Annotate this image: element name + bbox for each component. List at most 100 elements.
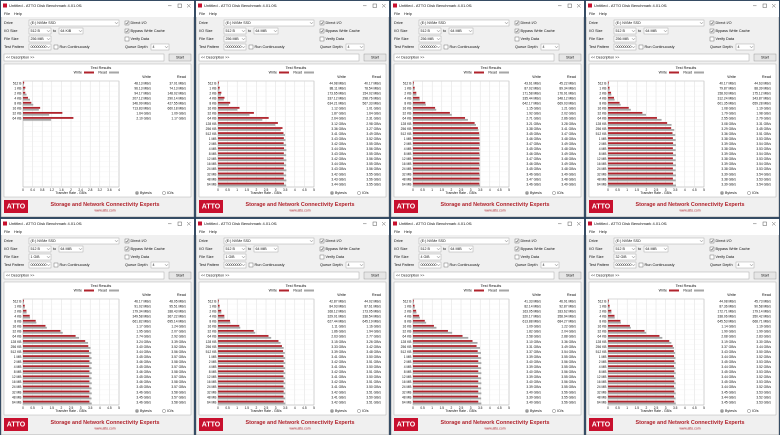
start-label[interactable]: Start [566,56,575,60]
menu-item[interactable]: Help [599,12,607,16]
run-continuously-box[interactable] [443,262,449,268]
queue-depth-select-box[interactable] [345,43,365,51]
menu-item[interactable]: File [589,230,595,234]
io-radio-label[interactable]: IO/s [752,409,759,413]
start-button[interactable] [753,271,777,280]
io-radio-label[interactable]: IO/s [752,191,759,195]
start-label[interactable]: Start [761,56,770,60]
direct-io[interactable]: Direct I/O [124,238,147,244]
run-continuously-box[interactable] [53,44,59,50]
maximize-button[interactable] [567,221,572,226]
description-text[interactable]: << Description >> [591,274,619,278]
start-button[interactable] [363,53,387,62]
bypass-write-cache[interactable]: Bypass Write Cache [124,28,165,33]
drive-select-box[interactable] [223,237,315,245]
direct-io-box[interactable] [514,238,520,244]
io-to-select[interactable]: 64 MiB [448,245,474,253]
close-button[interactable] [381,3,386,8]
description-box[interactable] [588,53,750,62]
bypass-write-cache-box[interactable] [709,246,715,252]
io-from-select-box[interactable] [28,27,52,35]
maximize-button[interactable] [762,3,767,8]
drive-select-box[interactable] [613,19,705,27]
maximize-button[interactable] [177,3,182,8]
direct-io-box[interactable] [124,20,130,26]
file-size-select-box[interactable] [613,253,637,261]
verify-data-box[interactable] [124,254,130,260]
description-text[interactable]: << Description >> [396,56,424,60]
start-label[interactable]: Start [371,274,380,278]
queue-depth-select[interactable]: 4 [150,43,170,51]
queue-depth-select[interactable]: 4 [735,43,755,51]
file-size-select[interactable]: 4 GiB [418,253,442,261]
menu-item[interactable]: Help [404,12,412,16]
menu-item[interactable]: Help [14,12,22,16]
verify-data[interactable]: Verify Data [124,254,150,260]
io-from-select[interactable]: 512 B [223,245,247,253]
io-to-select[interactable]: 64 MiB [643,27,669,35]
run-continuously-box[interactable] [638,44,644,50]
start-button[interactable] [168,271,192,280]
drive-select[interactable]: (E:) NVMe SSD [28,19,120,27]
io-from-select[interactable]: 512 B [613,27,637,35]
test-pattern-select[interactable]: 00000000 [418,43,442,51]
start-button[interactable] [558,271,582,280]
start-button[interactable] [558,53,582,62]
direct-io[interactable]: Direct I/O [319,20,342,25]
verify-data[interactable]: Verify Data [319,36,345,41]
verify-data[interactable]: Verify Data [709,254,735,259]
close-button[interactable] [186,221,191,226]
bytes-radio-label[interactable]: Bytes/s [530,409,542,413]
menu-item[interactable]: Help [14,230,22,234]
maximize-button[interactable] [177,221,182,226]
io-radio-label[interactable]: IO/s [167,409,174,413]
description-box[interactable] [198,271,360,280]
menu-item[interactable]: File [199,12,205,16]
file-size-select-box[interactable] [223,35,247,43]
direct-io[interactable]: Direct I/O [514,20,537,26]
description-text[interactable]: << Description >> [6,56,34,60]
io-from-select[interactable]: 512 B [418,245,442,253]
menu-item[interactable]: File [394,230,400,234]
close-button[interactable] [771,3,776,8]
io-to-select[interactable]: 64 MiB [448,27,474,35]
menu-item[interactable]: Help [209,12,217,16]
test-pattern-select[interactable]: 00000000 [28,261,52,269]
queue-depth-select[interactable]: 4 [345,43,365,51]
test-pattern-select[interactable]: 00000000 [418,261,442,269]
io-to-select[interactable]: 64 MiB [643,245,669,253]
queue-depth-select[interactable]: 4 [540,261,560,269]
io-from-select[interactable]: 512 B [418,27,442,35]
start-label[interactable]: Start [761,274,770,278]
test-pattern-select[interactable]: 00000000 [613,43,637,51]
run-continuously[interactable]: Run Continuously [638,262,675,267]
close-button[interactable] [576,3,581,8]
direct-io[interactable]: Direct I/O [319,238,342,244]
description-box[interactable] [393,53,555,62]
menu-item[interactable]: File [199,230,205,234]
file-size-select-box[interactable] [28,35,52,43]
direct-io-box[interactable] [514,20,520,26]
menu-item[interactable]: File [589,12,595,16]
queue-depth-select[interactable]: 4 [735,261,755,269]
drive-select-box[interactable] [28,19,120,27]
bytes-radio-label[interactable]: Bytes/s [335,409,347,413]
website[interactable]: www.atto.com [484,208,505,212]
bypass-write-cache-box[interactable] [319,246,325,252]
io-radio[interactable] [552,191,556,195]
bytes-radio-label[interactable]: Bytes/s [140,191,152,195]
io-to-select[interactable]: 64 MiB [58,245,84,253]
file-size-select[interactable]: 256 MiB [28,35,52,43]
direct-io[interactable]: Direct I/O [709,20,732,25]
io-from-select-box[interactable] [28,245,52,253]
run-continuously[interactable]: Run Continuously [53,44,90,50]
website[interactable]: www.atto.com [679,208,700,212]
bypass-write-cache-box[interactable] [709,28,715,34]
io-to-select-box[interactable] [448,27,474,35]
run-continuously-box[interactable] [53,262,59,268]
drive-select[interactable]: (E:) NVMe SSD [223,19,315,27]
description-text[interactable]: << Description >> [396,274,424,278]
queue-depth-select-box[interactable] [735,43,755,51]
bytes-radio-label[interactable]: Bytes/s [140,409,152,413]
test-pattern-select-box[interactable] [613,43,637,51]
